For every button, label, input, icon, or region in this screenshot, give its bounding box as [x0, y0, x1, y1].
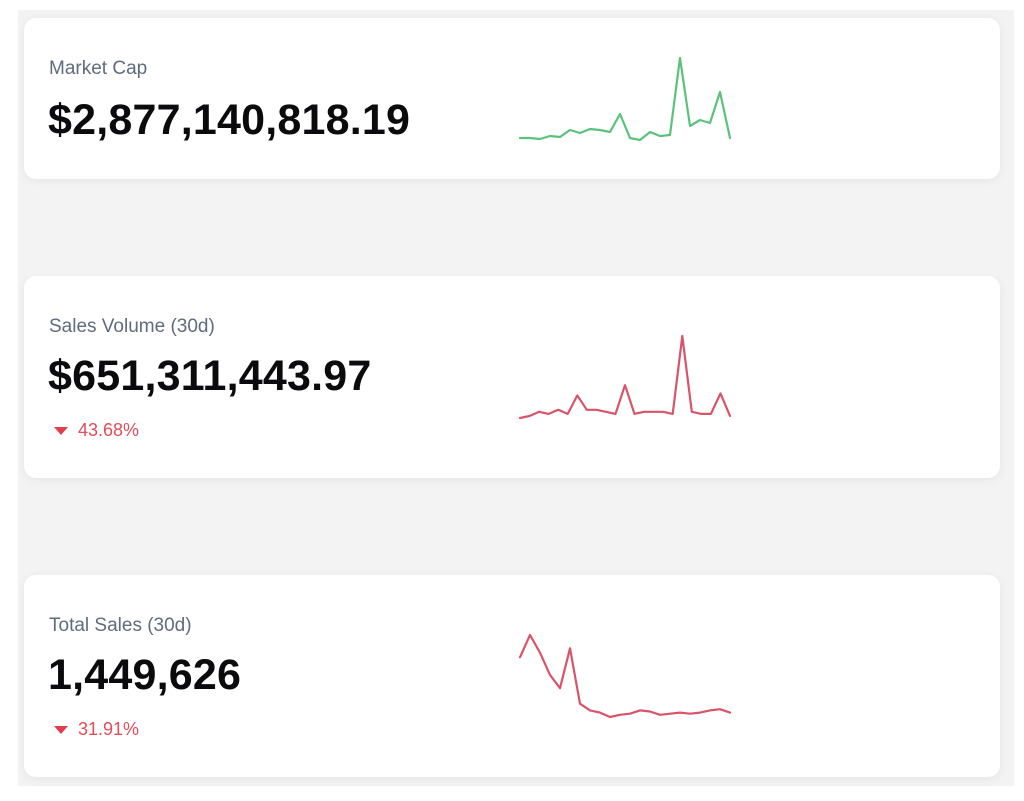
down-arrow-icon: [54, 726, 68, 734]
market-cap-label: Market Cap: [49, 58, 148, 79]
sales-volume-change: 43.68%: [54, 420, 139, 441]
total-sales-change-value: 31.91%: [78, 719, 140, 739]
down-arrow-icon: [54, 427, 68, 435]
total-sales-label: Total Sales (30d): [49, 615, 192, 636]
total-sales-change: 31.91%: [54, 719, 139, 740]
sales-volume-value: $651,311,443.97: [48, 352, 372, 400]
market-cap-value: $2,877,140,818.19: [48, 96, 411, 144]
total-sales-value: 1,449,626: [48, 651, 242, 699]
market-cap-sparkline: [518, 56, 732, 142]
sales-volume-label: Sales Volume (30d): [49, 316, 215, 337]
sales-volume-sparkline: [518, 334, 732, 420]
total-sales-card[interactable]: Total Sales (30d) 1,449,626 31.91%: [24, 575, 1000, 777]
sparkline-path: [518, 334, 732, 420]
market-cap-card[interactable]: Market Cap $2,877,140,818.19: [24, 18, 1000, 179]
stats-panel: Market Cap $2,877,140,818.19 Sales Volum…: [18, 10, 1014, 786]
sparkline-path: [518, 633, 732, 719]
total-sales-sparkline: [518, 633, 732, 719]
sparkline-path: [518, 56, 732, 142]
sales-volume-change-value: 43.68%: [78, 420, 140, 440]
sales-volume-card[interactable]: Sales Volume (30d) $651,311,443.97 43.68…: [24, 276, 1000, 478]
